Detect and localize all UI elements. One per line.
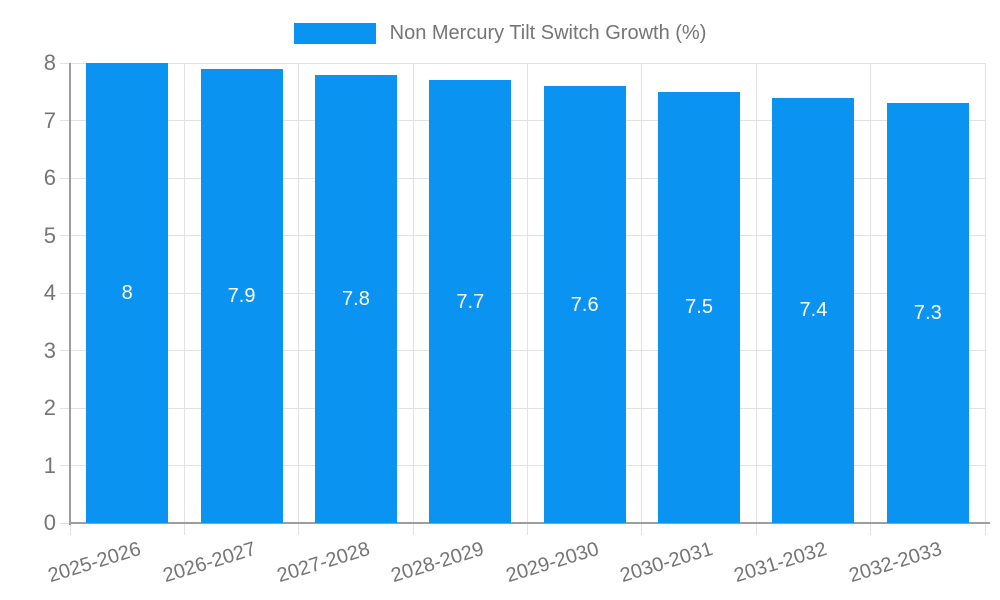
bar-value-label: 7.6 bbox=[570, 293, 599, 316]
y-tick-mark bbox=[60, 120, 70, 121]
y-tick-mark bbox=[60, 350, 70, 351]
x-tick-mark bbox=[755, 523, 757, 535]
bar bbox=[543, 86, 626, 523]
y-axis-tick-label: 2 bbox=[43, 395, 56, 420]
x-tick-mark bbox=[984, 523, 986, 535]
x-axis-tick-label: 2027-2028 bbox=[274, 538, 373, 588]
x-gridline bbox=[641, 63, 643, 523]
y-axis-tick-label: 6 bbox=[43, 165, 56, 190]
x-tick-mark bbox=[412, 523, 414, 535]
y-tick-mark bbox=[60, 465, 70, 466]
bar bbox=[314, 74, 397, 523]
y-axis-tick-label: 8 bbox=[43, 50, 56, 75]
x-gridline bbox=[870, 63, 872, 523]
x-gridline bbox=[183, 63, 185, 523]
x-axis-tick-label: 2031-2032 bbox=[731, 538, 830, 588]
bar bbox=[658, 91, 741, 523]
y-axis-tick-label: 0 bbox=[43, 510, 56, 535]
x-tick-mark bbox=[69, 523, 71, 535]
x-axis-tick-label: 2025-2026 bbox=[45, 538, 144, 588]
x-axis-tick-label: 2028-2029 bbox=[388, 538, 487, 588]
x-gridline bbox=[984, 63, 986, 523]
x-axis-tick-label: 2026-2027 bbox=[160, 538, 258, 588]
y-axis-line bbox=[69, 63, 71, 525]
x-tick-mark bbox=[298, 523, 300, 535]
bar bbox=[886, 103, 969, 523]
x-gridline bbox=[298, 63, 300, 523]
bar-value-label: 7.7 bbox=[456, 290, 485, 313]
y-axis-tick-label: 1 bbox=[43, 452, 56, 478]
y-tick-mark bbox=[60, 292, 70, 294]
x-tick-mark bbox=[641, 523, 643, 535]
bar-value-label: 7.8 bbox=[342, 287, 370, 310]
bar-value-label: 7.5 bbox=[685, 296, 713, 319]
bar bbox=[429, 80, 512, 523]
x-tick-mark bbox=[870, 523, 872, 535]
y-tick-mark bbox=[60, 522, 70, 524]
bar-value-label: 8 bbox=[121, 282, 133, 304]
bar-value-label: 7.3 bbox=[913, 302, 942, 325]
y-tick-mark bbox=[60, 62, 70, 64]
bar bbox=[86, 63, 169, 523]
bar bbox=[772, 97, 855, 523]
y-tick-mark bbox=[60, 407, 70, 409]
y-axis-tick-label: 7 bbox=[43, 107, 56, 133]
y-axis-tick-label: 5 bbox=[43, 222, 56, 248]
x-gridline bbox=[755, 63, 757, 523]
x-tick-mark bbox=[527, 523, 528, 535]
y-tick-mark bbox=[60, 235, 70, 236]
legend-label: Non Mercury Tilt Switch Growth (%) bbox=[389, 21, 707, 44]
x-tick-mark bbox=[183, 523, 185, 535]
x-axis-tick-label: 2032-2033 bbox=[846, 538, 945, 588]
y-tick-mark bbox=[60, 177, 70, 179]
x-gridline bbox=[527, 63, 528, 523]
bar-value-label: 7.4 bbox=[799, 299, 828, 322]
x-axis-tick-label: 2030-2031 bbox=[617, 538, 716, 588]
y-axis-tick-label: 3 bbox=[43, 337, 56, 363]
legend: Non Mercury Tilt Switch Growth (%) bbox=[0, 16, 1000, 50]
x-gridline bbox=[412, 63, 414, 523]
x-axis-tick-label: 2029-2030 bbox=[503, 538, 602, 588]
bar-value-label: 7.9 bbox=[227, 284, 256, 307]
legend-swatch-icon bbox=[293, 22, 376, 44]
bar bbox=[200, 68, 283, 523]
y-axis-tick-label: 4 bbox=[43, 280, 56, 305]
x-axis-line bbox=[70, 522, 990, 524]
